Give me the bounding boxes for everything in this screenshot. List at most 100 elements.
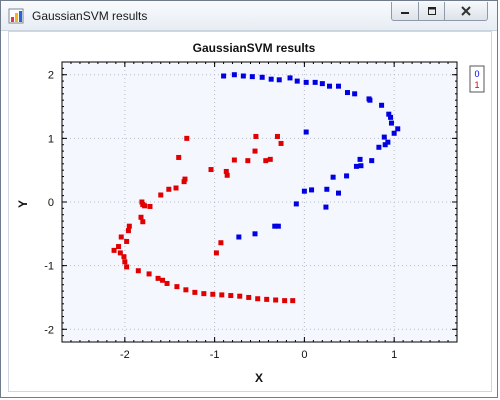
x-tick-label: -1 [210,349,220,361]
data-point-class-1 [273,297,279,303]
data-point-class-0 [252,231,258,237]
data-point-class-0 [319,81,325,87]
data-point-class-1 [208,167,214,173]
x-tick-label: 0 [301,349,307,361]
data-point-class-0 [344,90,350,96]
close-button[interactable] [444,2,488,21]
data-point-class-0 [324,186,330,192]
data-point-class-1 [228,293,234,299]
data-point-class-1 [224,172,230,178]
data-point-class-0 [303,129,309,135]
data-point-class-1 [210,291,216,297]
title-bar[interactable]: GaussianSVM results [1,1,497,31]
legend: 01 [469,65,485,93]
data-point-class-0 [312,79,318,85]
y-tick-label: 0 [48,197,54,209]
data-point-class-0 [379,102,385,108]
data-point-class-1 [117,250,123,256]
data-point-class-1 [255,296,261,302]
data-point-class-0 [231,72,237,78]
data-point-class-1 [183,287,189,293]
y-tick-label: -2 [44,324,54,336]
data-point-class-0 [388,120,394,126]
data-point-class-0 [352,91,358,97]
data-point-class-1 [138,214,144,220]
data-point-class-1 [223,168,229,174]
data-point-class-1 [192,289,198,295]
data-point-class-1 [158,192,164,198]
data-point-class-0 [358,163,364,169]
data-point-class-0 [376,144,382,150]
data-point-class-1 [124,238,130,244]
data-point-class-1 [182,176,188,182]
x-tick-label: 1 [391,349,397,361]
maximize-icon [427,7,436,15]
close-icon [461,6,471,16]
data-point-class-0 [330,174,336,180]
data-point-class-1 [122,259,128,265]
data-point-class-0 [276,77,282,83]
data-point-class-0 [388,114,394,120]
data-point-class-0 [240,73,246,79]
x-tick-label: -2 [120,349,130,361]
data-point-class-1 [219,292,225,298]
data-point-class-0 [357,156,363,162]
data-points [111,72,401,304]
x-axis-label: X [255,371,263,385]
data-point-class-0 [275,223,281,229]
grid-lines [62,62,457,342]
data-point-class-1 [252,148,258,154]
data-point-class-0 [268,76,274,82]
y-tick-label: -1 [44,261,54,273]
data-point-class-0 [336,83,341,89]
data-point-class-0 [382,142,388,148]
data-point-class-0 [259,74,265,80]
data-point-class-1 [231,157,237,163]
data-point-class-0 [301,188,307,194]
data-point-class-1 [290,298,296,304]
data-point-class-1 [237,293,243,299]
data-point-class-0 [236,234,242,240]
y-tick-label: 2 [48,70,54,82]
data-point-class-1 [142,203,148,209]
data-point-class-0 [272,223,278,229]
data-point-class-1 [282,298,288,304]
plot-area [61,61,458,343]
data-point-class-0 [395,126,401,132]
data-point-class-1 [126,223,132,229]
maximize-button[interactable] [418,2,445,21]
minimize-button[interactable] [391,2,419,21]
data-point-class-1 [147,203,153,209]
data-point-class-1 [135,268,141,274]
data-point-class-1 [264,296,270,302]
data-point-class-0 [221,73,227,79]
data-point-class-0 [386,111,392,117]
data-point-class-1 [201,291,207,297]
legend-entry: 1 [474,80,479,90]
app-icon [8,8,24,24]
data-point-class-1 [181,179,187,185]
data-point-class-1 [139,199,145,205]
data-point-class-1 [218,240,224,246]
data-point-class-1 [121,254,127,260]
data-point-class-1 [111,247,117,253]
data-point-class-0 [369,158,375,164]
data-point-class-0 [294,78,300,84]
data-point-class-1 [278,140,284,146]
data-point-class-0 [391,130,397,136]
data-point-class-1 [267,156,273,162]
data-point-class-0 [309,187,315,193]
data-point-class-1 [176,154,182,160]
data-point-class-0 [293,201,299,207]
y-tick-label: 1 [48,133,54,145]
data-point-class-1 [274,133,280,139]
plot-background [61,61,458,343]
data-point-class-1 [213,250,219,256]
data-point-class-1 [146,271,152,277]
minimize-icon [401,12,409,14]
data-point-class-1 [184,135,190,141]
data-point-class-0 [344,173,350,179]
